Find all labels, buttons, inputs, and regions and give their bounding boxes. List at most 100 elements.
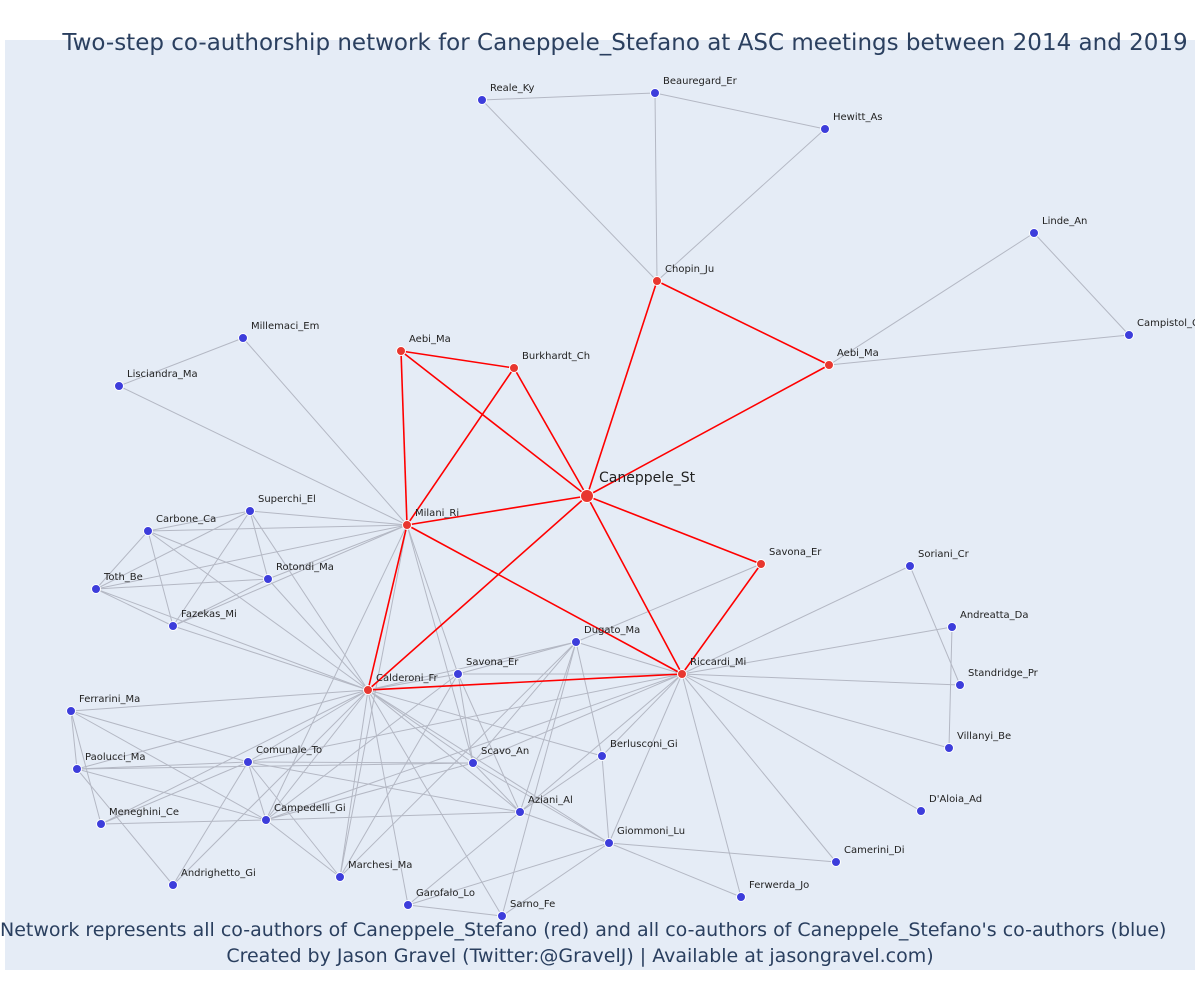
node-marker[interactable]	[604, 838, 614, 848]
footer-credit: Created by Jason Gravel (Twitter:@Gravel…	[226, 945, 934, 967]
node-marker[interactable]	[168, 621, 178, 631]
node-marker[interactable]	[168, 880, 178, 890]
node-marker[interactable]	[652, 276, 662, 286]
node-ferrarini[interactable]: Ferrarini_Ma	[66, 694, 141, 716]
node-marker[interactable]	[66, 706, 76, 716]
chart-title: Two-step co-authorship network for Canep…	[62, 30, 1188, 56]
node-marker[interactable]	[677, 669, 687, 679]
node-reale[interactable]: Reale_Ky	[477, 83, 535, 105]
node-linde[interactable]: Linde_An	[1029, 216, 1088, 238]
node-superchi[interactable]: Superchi_El	[245, 494, 316, 516]
node-marker[interactable]	[261, 815, 271, 825]
node-toth[interactable]: Toth_Be	[91, 572, 143, 594]
edge-riccardi-standridge	[681, 673, 961, 686]
node-aebi2[interactable]: Aebi_Ma	[824, 348, 879, 370]
node-marker[interactable]	[955, 680, 965, 690]
node-marker[interactable]	[453, 669, 463, 679]
node-fazekas[interactable]: Fazekas_Mi	[168, 609, 237, 631]
node-milani[interactable]: Milani_Ri	[402, 508, 460, 530]
node-giommoni[interactable]: Giommoni_Lu	[604, 826, 686, 848]
node-burkhardt[interactable]: Burkhardt_Ch	[509, 351, 591, 373]
node-marker[interactable]	[468, 758, 478, 768]
node-marker[interactable]	[831, 857, 841, 867]
node-marker[interactable]	[736, 892, 746, 902]
node-campedelli[interactable]: Campedelli_Gi	[261, 803, 346, 825]
node-marker[interactable]	[263, 574, 273, 584]
node-marker[interactable]	[515, 807, 525, 817]
node-marker[interactable]	[1124, 330, 1134, 340]
node-marker[interactable]	[143, 526, 153, 536]
node-marker[interactable]	[756, 559, 766, 569]
node-marker[interactable]	[96, 819, 106, 829]
node-marker[interactable]	[820, 124, 830, 134]
node-daloia[interactable]: D'Aloia_Ad	[916, 794, 983, 816]
node-carbone[interactable]: Carbone_Ca	[143, 514, 217, 536]
node-sarno[interactable]: Sarno_Fe	[497, 899, 556, 921]
node-aziani[interactable]: Aziani_Al	[515, 795, 573, 817]
node-marker[interactable]	[114, 381, 124, 391]
node-savona_r[interactable]: Savona_Er	[756, 547, 823, 569]
node-berlusconi[interactable]: Berlusconi_Gi	[597, 739, 678, 761]
node-ferwerda[interactable]: Ferwerda_Jo	[736, 880, 810, 902]
node-paolucci[interactable]: Paolucci_Ma	[72, 752, 146, 774]
node-camerini[interactable]: Camerini_Di	[831, 845, 905, 867]
node-marker[interactable]	[403, 900, 413, 910]
node-center[interactable]: Caneppele_St	[580, 470, 696, 503]
node-millemaci[interactable]: Millemaci_Em	[238, 321, 320, 343]
node-marker[interactable]	[597, 751, 607, 761]
edge-giommoni-ferwerda	[608, 842, 742, 898]
node-marker[interactable]	[571, 637, 581, 647]
edge-calderoni-comunale	[247, 689, 369, 763]
node-marker[interactable]	[947, 622, 957, 632]
node-calderoni[interactable]: Calderoni_Fr	[363, 673, 439, 695]
node-comunale[interactable]: Comunale_To	[243, 745, 323, 767]
network-graph[interactable]: Caneppele_St Chopin_Ju Aebi_Ma Aebi_Ma Burkh…	[5, 40, 1195, 970]
node-marker[interactable]	[402, 520, 412, 530]
edge-milani-rotondi	[267, 524, 408, 580]
node-marker[interactable]	[396, 346, 406, 356]
edge-center-aebi2	[586, 364, 830, 497]
node-marker[interactable]	[905, 561, 915, 571]
node-savona_b[interactable]: Savona_Er	[453, 657, 520, 679]
edge-milani-savona_b	[406, 524, 459, 675]
node-marker[interactable]	[245, 506, 255, 516]
edge-scavo-aziani	[472, 762, 521, 813]
node-marker[interactable]	[1029, 228, 1039, 238]
edge-center-burkhardt	[513, 367, 588, 497]
node-marker[interactable]	[650, 88, 660, 98]
node-chopin[interactable]: Chopin_Ju	[652, 264, 715, 286]
node-beauregard[interactable]: Beauregard_Er	[650, 76, 738, 98]
node-rotondi[interactable]: Rotondi_Ma	[263, 562, 334, 584]
node-marker[interactable]	[509, 363, 519, 373]
node-andrighetto[interactable]: Andrighetto_Gi	[168, 868, 256, 890]
node-marker[interactable]	[497, 911, 507, 921]
node-hewitt[interactable]: Hewitt_As	[820, 112, 883, 134]
node-scavo[interactable]: Scavo_An	[468, 746, 530, 768]
node-marker[interactable]	[916, 806, 926, 816]
node-villanyi[interactable]: Villanyi_Be	[944, 731, 1012, 753]
edge-millemaci-lisciandra	[118, 337, 244, 387]
node-campistol[interactable]: Campistol_Cl	[1124, 318, 1196, 340]
node-marker[interactable]	[580, 489, 594, 503]
node-marker[interactable]	[72, 764, 82, 774]
node-dugato[interactable]: Dugato_Ma	[571, 625, 641, 647]
node-marker[interactable]	[91, 584, 101, 594]
node-garofalo[interactable]: Garofalo_Lo	[403, 888, 475, 910]
node-marker[interactable]	[335, 872, 345, 882]
node-riccardi[interactable]: Riccardi_Mi	[677, 657, 747, 679]
node-label: Riccardi_Mi	[690, 657, 746, 668]
node-meneghini[interactable]: Meneghini_Ce	[96, 807, 180, 829]
node-marchesi[interactable]: Marchesi_Ma	[335, 860, 413, 882]
node-marker[interactable]	[363, 685, 373, 695]
node-marker[interactable]	[477, 95, 487, 105]
node-marker[interactable]	[824, 360, 834, 370]
node-marker[interactable]	[243, 757, 253, 767]
node-lisciandra[interactable]: Lisciandra_Ma	[114, 369, 198, 391]
node-standridge[interactable]: Standridge_Pr	[955, 668, 1039, 690]
node-marker[interactable]	[944, 743, 954, 753]
node-andreatta[interactable]: Andreatta_Da	[947, 610, 1029, 632]
edge-riccardi-daloia	[681, 673, 922, 812]
node-marker[interactable]	[238, 333, 248, 343]
node-soriani[interactable]: Soriani_Cr	[905, 549, 970, 571]
node-aebi1[interactable]: Aebi_Ma	[396, 334, 451, 356]
